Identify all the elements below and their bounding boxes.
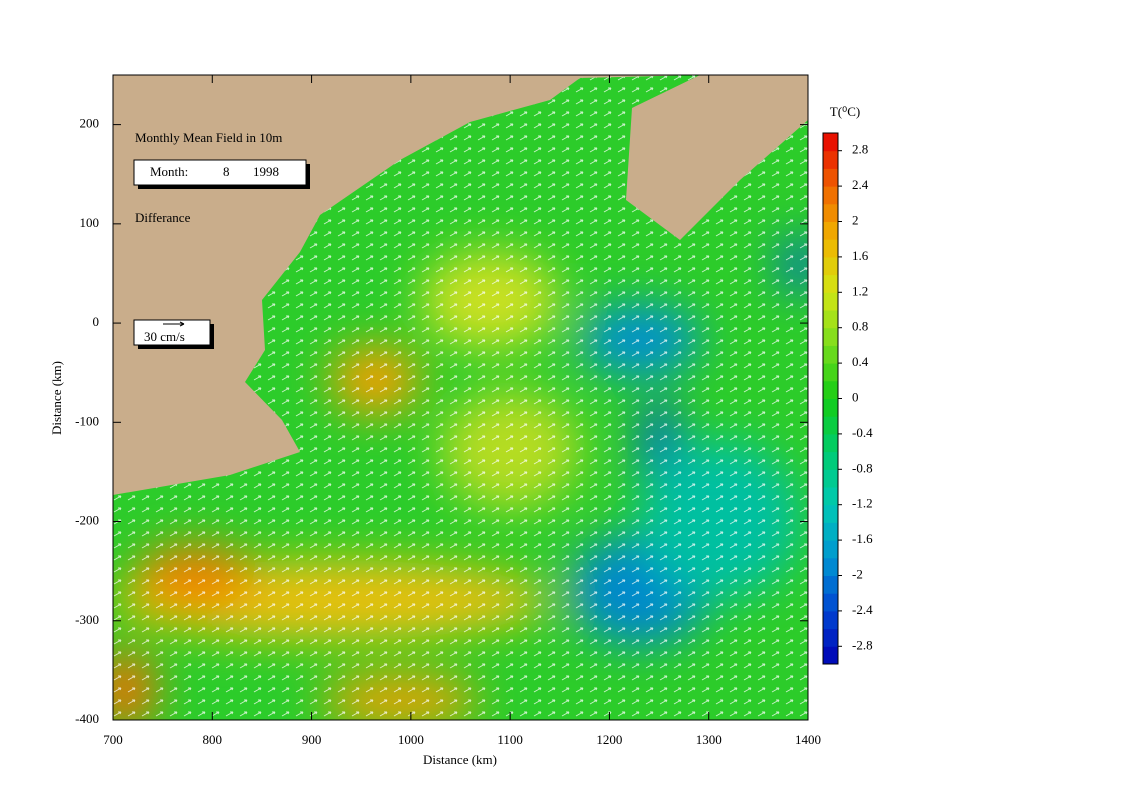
y-tick-label: -100	[75, 413, 99, 428]
colorbar-level	[823, 186, 838, 205]
title: Monthly Mean Field in 10m	[135, 130, 282, 145]
colorbar-tick-label: -0.4	[852, 425, 873, 440]
colorbar-level	[823, 256, 838, 276]
colorbar-tick-label: 2	[852, 212, 859, 227]
colorbar-level	[823, 345, 838, 364]
colorbar-level	[823, 221, 838, 240]
x-tick-label: 700	[103, 732, 123, 747]
colorbar-tick-label: 1.6	[852, 248, 869, 263]
colorbar-tick-label: -2	[852, 566, 863, 581]
x-tick-label: 900	[302, 732, 322, 747]
colorbar-level	[823, 168, 838, 187]
colorbar-tick-label: -0.8	[852, 460, 873, 475]
y-tick-label: 0	[93, 314, 100, 329]
scale-label: 30 cm/s	[144, 329, 185, 344]
month: 8	[223, 164, 230, 179]
colorbar-label: T(⁰C)	[830, 104, 860, 119]
y-tick-label: 100	[80, 215, 100, 230]
colorbar-tick-label: 2.8	[852, 142, 868, 157]
y-tick-label: -400	[75, 711, 99, 726]
y-axis-label: Distance (km)	[49, 361, 64, 435]
colorbar-level	[823, 327, 838, 346]
colorbar-level	[823, 628, 838, 647]
colorbar-level	[823, 469, 838, 488]
x-tick-label: 1200	[596, 732, 622, 747]
colorbar-tick-label: 1.2	[852, 283, 868, 298]
colorbar-level	[823, 380, 838, 399]
colorbar-level	[823, 646, 838, 665]
colorbar-level	[823, 610, 838, 630]
colorbar-level	[823, 522, 838, 541]
colorbar-level	[823, 363, 838, 382]
colorbar-level	[823, 557, 838, 576]
x-tick-label: 1100	[497, 732, 523, 747]
colorbar-level	[823, 133, 838, 152]
colorbar-level	[823, 416, 838, 435]
colorbar-level	[823, 150, 838, 169]
colorbar-tick-label: -1.2	[852, 496, 873, 511]
colorbar-level	[823, 451, 838, 470]
colorbar-level	[823, 575, 838, 594]
colorbar-tick-label: -2.4	[852, 602, 873, 617]
colorbar-level	[823, 203, 838, 222]
colorbar-tick-label: 0.8	[852, 319, 868, 334]
colorbar-level	[823, 292, 838, 311]
scale-arrow	[163, 321, 185, 327]
colorbar-level	[823, 593, 838, 612]
y-tick-label: 200	[80, 116, 100, 131]
colorbar-level	[823, 433, 838, 453]
colorbar-level	[823, 398, 838, 417]
colorbar-level	[823, 310, 838, 329]
x-axis-label: Distance (km)	[423, 752, 497, 767]
x-tick-label: 1300	[696, 732, 722, 747]
colorbar-level	[823, 487, 838, 506]
month-label: Month:	[150, 164, 188, 179]
colorbar-tick-label: -1.6	[852, 531, 873, 546]
colorbar-level	[823, 504, 838, 523]
plot-frame	[112, 74, 809, 721]
colorbar-tick-label: -2.8	[852, 637, 873, 652]
colorbar-tick-label: 0.4	[852, 354, 869, 369]
month-box	[133, 159, 307, 186]
colorbar-level	[823, 239, 838, 258]
x-tick-label: 800	[203, 732, 223, 747]
x-tick-label: 1000	[398, 732, 424, 747]
y-tick-label: -200	[75, 513, 99, 528]
x-tick-label: 1400	[795, 732, 821, 747]
colorbar-tick-label: 0	[852, 389, 859, 404]
subtitle: Differance	[135, 210, 191, 225]
colorbar-level	[823, 540, 838, 559]
year: 1998	[253, 164, 279, 179]
colorbar-level	[823, 274, 838, 293]
colorbar-tick-label: 2.4	[852, 177, 869, 192]
y-tick-label: -300	[75, 612, 99, 627]
